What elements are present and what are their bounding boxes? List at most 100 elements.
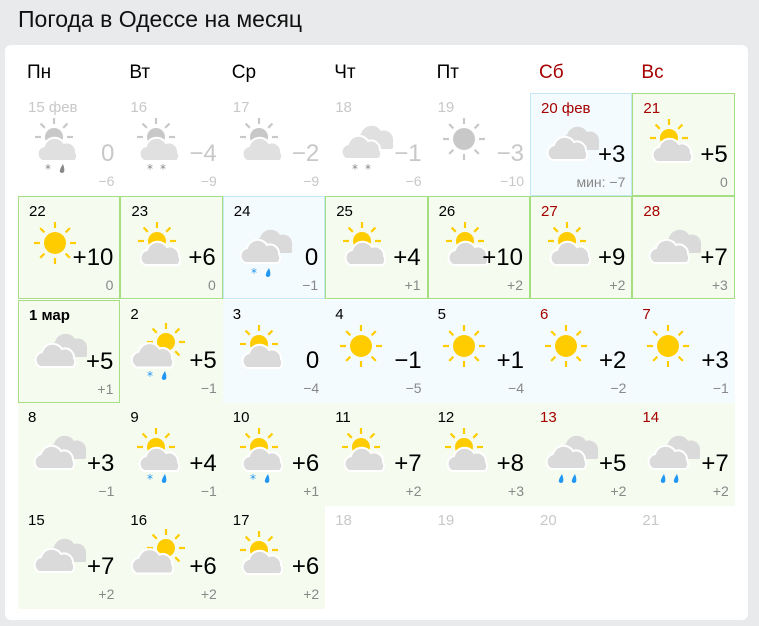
min-temp: −4 (508, 379, 524, 396)
day-cell[interactable]: 24 * 0 −1 (222, 196, 326, 300)
weather-icon (33, 435, 88, 470)
weekday-header: Сб (539, 62, 564, 83)
weekday-header: Чт (334, 62, 356, 83)
cloudy-icon (641, 219, 703, 286)
max-temp: +5 (189, 346, 217, 374)
sun-icon (436, 115, 496, 182)
page-title: Погода в Одессе на месяц (18, 6, 303, 32)
weather-icon: * (239, 427, 283, 486)
weather-icon (546, 126, 601, 161)
day-cell[interactable]: 17 +6 +2 (222, 506, 326, 610)
weekday-header: Вт (129, 62, 151, 83)
cloud-icon (651, 137, 694, 163)
day-cell[interactable]: 22 +10 0 (18, 196, 121, 300)
cloud-icon (546, 135, 589, 161)
cloud-icon (34, 342, 77, 368)
rain-drop-icon (674, 473, 679, 483)
day-date: 28 (643, 203, 661, 221)
day-date: 27 (541, 203, 558, 221)
cloud-icon (33, 548, 76, 574)
day-cell[interactable]: 16 * * −4 −9 (120, 93, 222, 196)
day-cell[interactable]: 9 * +4 −1 (120, 402, 223, 506)
day-date: 21 (643, 100, 661, 117)
cloud-icon (447, 241, 489, 267)
day-date: 8 (28, 408, 37, 426)
sun-icon (545, 324, 587, 367)
max-temp: +10 (72, 244, 114, 272)
day-cell[interactable]: 4 −1 −5 (325, 299, 428, 403)
day-cell: 20 (530, 506, 632, 609)
weekday-header: Пт (436, 62, 459, 83)
rain-drop-icon (265, 268, 271, 278)
cloudy-icon (27, 323, 89, 390)
day-cell[interactable]: 2 * +5 −1 (120, 299, 223, 403)
day-cell[interactable]: 1 мар +5 +1 (18, 299, 121, 403)
day-cell[interactable]: 10 * +6 +1 (222, 402, 326, 506)
min-temp: −6 (98, 173, 115, 189)
cloud-icon (648, 239, 691, 265)
sun-cloud-icon (231, 115, 291, 182)
day-cell[interactable]: 28 +7 +3 (632, 196, 735, 300)
max-temp: +8 (496, 449, 524, 477)
day-date: 5 (437, 305, 446, 323)
day-date: 15 (28, 512, 45, 530)
min-temp: +1 (303, 482, 320, 499)
day-cell[interactable]: 27 +9 +2 (530, 196, 633, 300)
day-cell[interactable]: 26 +10 +2 (427, 196, 530, 300)
min-temp: −4 (303, 379, 320, 396)
min-temp: −10 (500, 173, 524, 189)
max-temp: +6 (291, 553, 320, 581)
sun-icon (640, 322, 700, 389)
day-date: 20 фев (541, 100, 591, 117)
min-temp: мин: −7 (576, 174, 626, 190)
day-cell[interactable]: 11 +7 +2 (325, 402, 428, 506)
day-cell[interactable]: 20 фев +3 мин: −7 (530, 93, 633, 196)
snow-icon: * (147, 369, 153, 383)
day-cell[interactable]: 8 +3 −1 (18, 402, 121, 506)
day-cell[interactable]: 17 −2 −9 (223, 93, 325, 196)
day-cell[interactable]: 5 +1 −4 (427, 299, 530, 403)
sun-icon (340, 324, 383, 367)
sun-icon (27, 219, 87, 286)
weather-icon (442, 324, 485, 367)
day-cell[interactable]: 18 * * −1 −6 (325, 93, 427, 196)
cloudy-icon (26, 425, 88, 492)
day-cell[interactable]: 3 0 −4 (222, 299, 326, 403)
snow-icon: * (251, 266, 257, 280)
day-cell[interactable]: 23 +6 0 (120, 196, 223, 300)
day-cell[interactable]: 7 +3 −1 (632, 299, 735, 403)
min-temp: −1 (200, 482, 217, 499)
min-temp: −1 (200, 379, 217, 396)
sun-cloud-icon: * (128, 425, 188, 492)
day-cell[interactable]: 15 фев * 0 −6 (18, 93, 120, 196)
weather-icon (342, 427, 386, 472)
cloud-icon (138, 136, 181, 162)
day-cell[interactable]: 19 −3 −10 (428, 93, 530, 196)
day-cell[interactable]: 14 +7 +2 (632, 402, 735, 506)
day-date: 12 (437, 408, 455, 426)
min-temp: +2 (609, 277, 626, 294)
day-cell[interactable]: 15 +7 +2 (18, 506, 121, 610)
day-date: 3 (232, 305, 242, 323)
min-temp: +1 (404, 277, 421, 294)
day-cell[interactable]: 6 +2 −2 (530, 299, 633, 403)
day-cell[interactable]: 13 +5 +2 (530, 402, 633, 506)
day-cell[interactable]: 16 +6 +2 (120, 506, 223, 610)
min-temp: +1 (97, 380, 114, 397)
day-date: 24 (233, 203, 251, 221)
weather-icon (548, 222, 592, 267)
min-temp: −9 (200, 173, 217, 189)
min-temp: −1 (712, 379, 729, 396)
weather-icon (138, 222, 182, 267)
day-cell[interactable]: 12 +8 +3 (427, 402, 530, 506)
cloudy-icon (538, 425, 600, 492)
cloud-icon (239, 239, 281, 265)
day-cell[interactable]: 21 +5 0 (632, 93, 735, 196)
cloud-icon (241, 343, 283, 369)
max-temp: +6 (188, 244, 216, 272)
min-temp: −6 (405, 173, 422, 189)
max-temp: +3 (598, 141, 626, 168)
weather-icon (239, 118, 283, 162)
min-temp: 0 (719, 174, 728, 190)
day-cell[interactable]: 25 +4 +1 (325, 196, 428, 300)
